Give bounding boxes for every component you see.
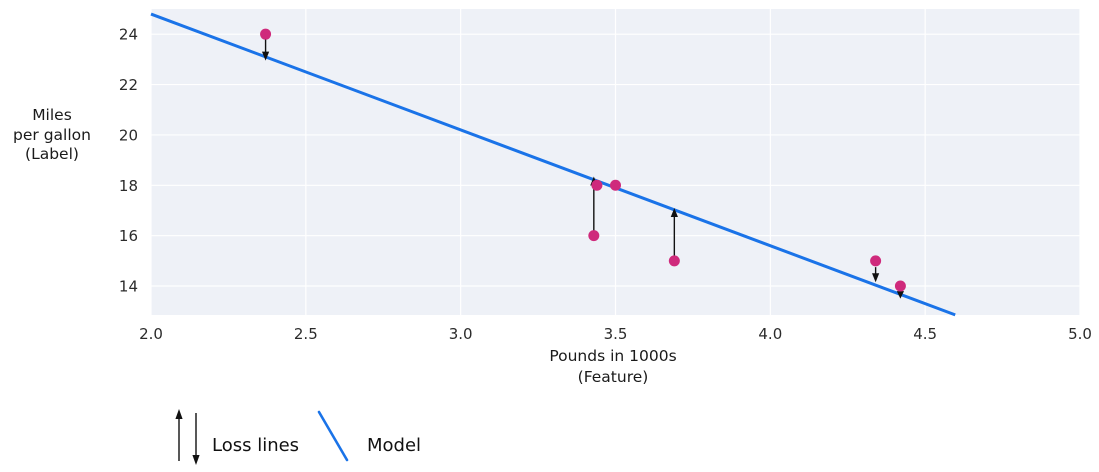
legend-loss-lines-label: Loss lines [212,435,300,456]
loss-arrow-head [872,273,880,283]
y-axis-label-line3: (Label) [25,145,79,163]
data-point [588,230,600,242]
data-point [668,255,680,267]
y-tick-label: 14 [119,278,138,296]
data-point [894,280,906,292]
data-point [260,28,272,40]
data-point [610,179,621,191]
loss-arrow-head [261,51,270,61]
y-tick-label: 18 [119,177,138,195]
x-tick-label: 3.0 [449,325,473,343]
x-tick-label: 4.0 [758,325,782,343]
y-axis-label: Miles per gallon (Label) [0,106,104,165]
x-axis-label-line2: (Feature) [577,368,649,386]
x-tick-label: 5.0 [1068,325,1092,343]
legend-model-label: Model [367,435,422,456]
x-tick-label: 2.0 [139,325,163,343]
x-tick-label: 4.5 [913,325,937,343]
y-axis-label-line1: Miles [32,106,72,124]
data-point [591,179,603,191]
loss-arrow-head [896,291,904,299]
x-tick-label: 3.5 [604,325,628,343]
model-line [150,12,956,317]
loss-lines-arrows-icon [175,409,200,465]
y-tick-label: 22 [119,76,138,94]
y-tick-label: 20 [119,126,138,144]
data-point [870,255,882,267]
x-tick-label: 2.5 [294,325,318,343]
chart-plot-area: 14 16 18 20 22 24 2.0 2.5 3.0 3.5 4.0 4.5 5.0 [119,9,1092,343]
y-tick-label: 24 [119,26,138,44]
model-line-icon [317,410,349,462]
y-axis-label-line2: per gallon [13,125,91,144]
y-tick-label: 16 [119,227,138,245]
x-axis-label-line1: Pounds in 1000s [549,347,677,365]
x-axis-label: Pounds in 1000s (Feature) [463,346,763,388]
loss-arrow-head [670,207,678,217]
